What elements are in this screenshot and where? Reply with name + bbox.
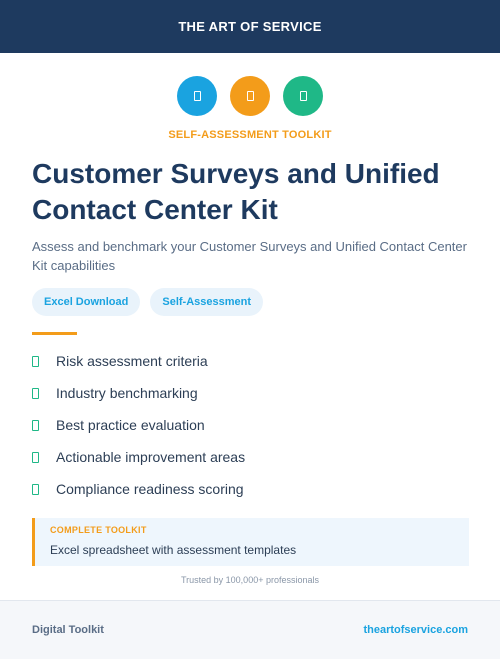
header-bar: THE ART OF SERVICE: [0, 0, 500, 53]
check-icon: [32, 419, 39, 431]
feature-label: Industry benchmarking: [56, 385, 198, 401]
check-icon: [32, 451, 39, 463]
feature-label: Best practice evaluation: [56, 417, 205, 433]
icon-row: [0, 76, 500, 116]
tag-excel-download: Excel Download: [32, 288, 141, 316]
feature-list: Risk assessment criteria Industry benchm…: [32, 345, 472, 505]
footer-label: Digital Toolkit: [32, 624, 104, 636]
list-item: Compliance readiness scoring: [32, 473, 472, 505]
check-icon: [32, 387, 39, 399]
tag-self-assessment: Self-Assessment: [150, 288, 264, 316]
callout-text: Excel spreadsheet with assessment templa…: [50, 543, 297, 557]
document-icon: [283, 76, 323, 116]
document-icon: [177, 76, 217, 116]
list-item: Risk assessment criteria: [32, 345, 472, 377]
trusted-note: Trusted by 100,000+ professionals: [180, 575, 319, 585]
website-link[interactable]: theartofservice.com: [363, 624, 468, 636]
document-icon: [230, 76, 270, 116]
check-icon: [32, 483, 39, 495]
check-icon: [32, 355, 39, 367]
brand-title: THE ART OF SERVICE: [178, 19, 322, 34]
feature-label: Actionable improvement areas: [56, 449, 246, 465]
page-title: Customer Surveys and Unified Contact Cen…: [32, 158, 440, 225]
list-item: Industry benchmarking: [32, 377, 472, 409]
feature-label: Risk assessment criteria: [56, 353, 208, 369]
footer-bar: Digital Toolkit theartofservice.com: [0, 600, 500, 659]
page-description: Assess and benchmark your Customer Surve…: [32, 239, 467, 273]
callout-title: COMPLETE TOOLKIT: [50, 525, 147, 535]
tag-list: Excel Download Self-Assessment: [32, 288, 264, 316]
kicker-label: SELF-ASSESSMENT TOOLKIT: [168, 129, 332, 141]
toolkit-callout: COMPLETE TOOLKIT Excel spreadsheet with …: [32, 518, 469, 566]
accent-divider: [32, 332, 77, 335]
list-item: Actionable improvement areas: [32, 441, 472, 473]
list-item: Best practice evaluation: [32, 409, 472, 441]
feature-label: Compliance readiness scoring: [56, 481, 244, 497]
